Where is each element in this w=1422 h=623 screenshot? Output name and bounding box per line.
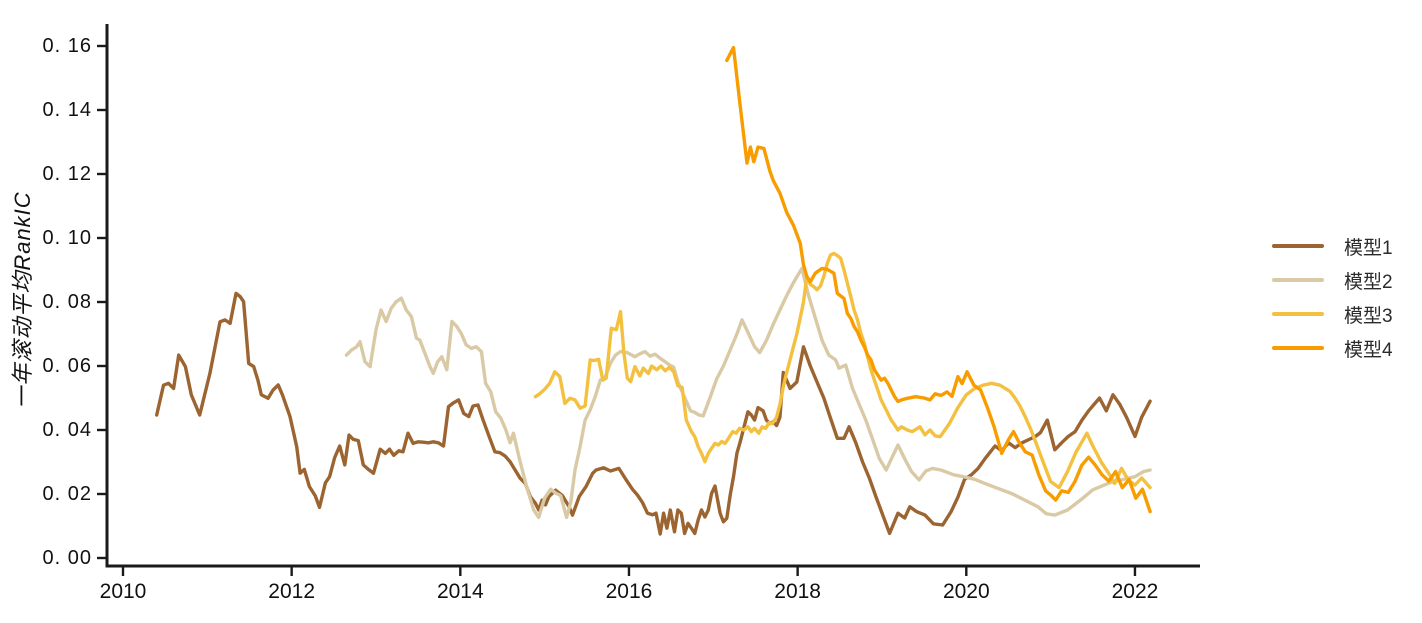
series-lines [154,45,1152,536]
series-line-2 [344,266,1152,520]
y-tick-label: 0. 12 [43,163,92,185]
y-tick-label: 0. 02 [43,483,92,505]
legend: 模型1 模型2 模型3 模型4 [1272,229,1393,365]
legend-item-2: 模型2 [1272,263,1393,297]
legend-label: 模型3 [1344,305,1393,327]
axes: 0. 00 0. 02 0. 04 0. 06 0. 08 0. 10 0. 12 0. 14… [10,24,1200,603]
y-tick-label: 0. 00 [43,547,92,569]
y-axis-ticks: 0. 00 0. 02 0. 04 0. 06 0. 08 0. 10 0. 12 0. 14… [43,35,107,569]
y-tick-label: 0. 08 [43,291,92,313]
series-line-3 [533,251,1152,490]
y-axis-title: 一年滚动平均RankIC [10,191,35,408]
legend-swatch-icon [1272,312,1324,316]
legend-item-3: 模型3 [1272,297,1393,331]
legend-item-1: 模型1 [1272,229,1393,263]
legend-swatch-icon [1272,346,1324,350]
legend-label: 模型1 [1344,237,1393,259]
legend-label: 模型2 [1344,271,1393,293]
legend-label: 模型4 [1344,339,1393,361]
y-tick-label: 0. 06 [43,355,92,377]
y-tick-label: 0. 16 [43,35,92,57]
x-tick-label: 2012 [268,580,315,603]
y-tick-label: 0. 10 [43,227,92,249]
series-line-4 [725,45,1152,514]
x-tick-label: 2010 [100,580,147,603]
y-tick-label: 0. 14 [43,99,92,121]
x-tick-label: 2016 [606,580,653,603]
x-tick-label: 2022 [1112,580,1159,603]
legend-item-4: 模型4 [1272,331,1393,365]
x-tick-label: 2014 [437,580,484,603]
x-tick-label: 2018 [774,580,821,603]
legend-swatch-icon [1272,244,1324,248]
legend-swatch-icon [1272,278,1324,282]
x-axis-ticks: 2010 2012 2014 2016 2018 2020 2022 [100,566,1159,603]
series-line-1 [154,291,1152,536]
x-tick-label: 2020 [943,580,990,603]
y-tick-label: 0. 04 [43,419,92,441]
